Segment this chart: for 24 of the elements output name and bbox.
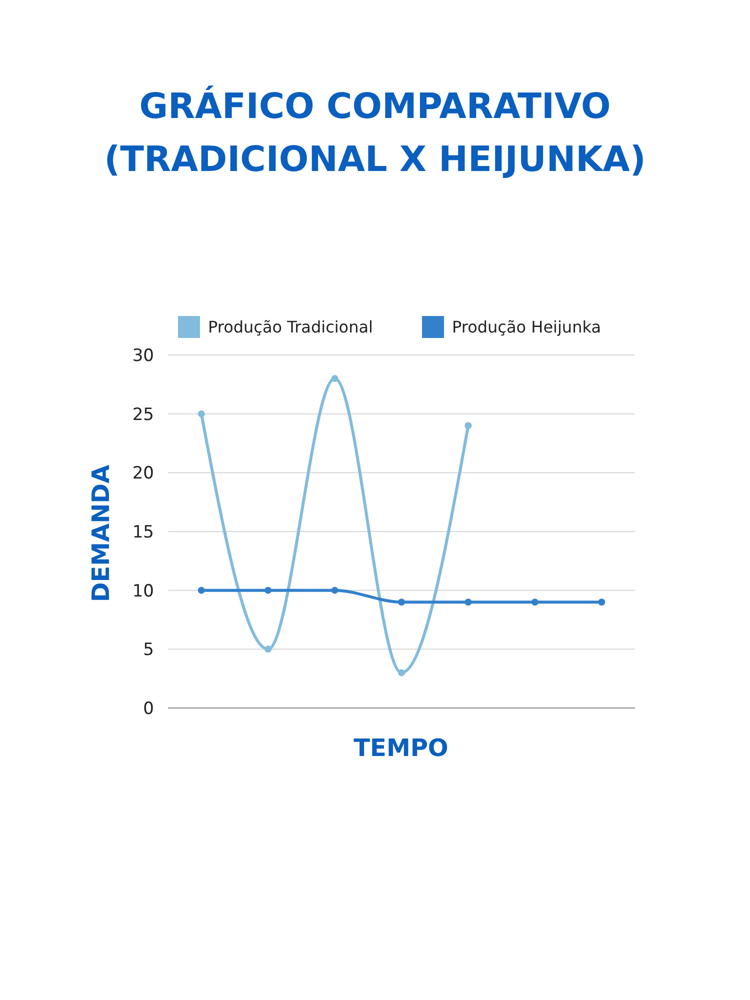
point [198,410,205,418]
point [198,586,205,594]
point [264,586,272,594]
y-tick-label: 25 [132,404,154,425]
y-tick-label: 15 [132,522,154,542]
y-tick-label: 0 [143,698,154,719]
chart-title: GRÁFICO COMPARATIVO (TRADICIONAL X HEIJUNKA) [104,85,646,180]
point [398,598,405,606]
legend-label: Produção Tradicional [208,318,373,337]
y-tick-label: 5 [143,640,154,660]
point [598,598,606,606]
point [464,598,472,606]
y-tick-label: 30 [132,346,154,366]
point [331,375,338,382]
legend-label: Produção Heijunka [452,318,601,337]
point [531,598,538,606]
point [398,669,405,676]
y-axis-title: DEMANDA [87,464,115,602]
point [264,646,272,653]
point [331,586,338,594]
point [464,422,472,430]
x-axis-title: TEMPO [354,734,448,762]
y-tick-label: 10 [132,581,154,602]
y-tick-label: 20 [132,464,154,484]
